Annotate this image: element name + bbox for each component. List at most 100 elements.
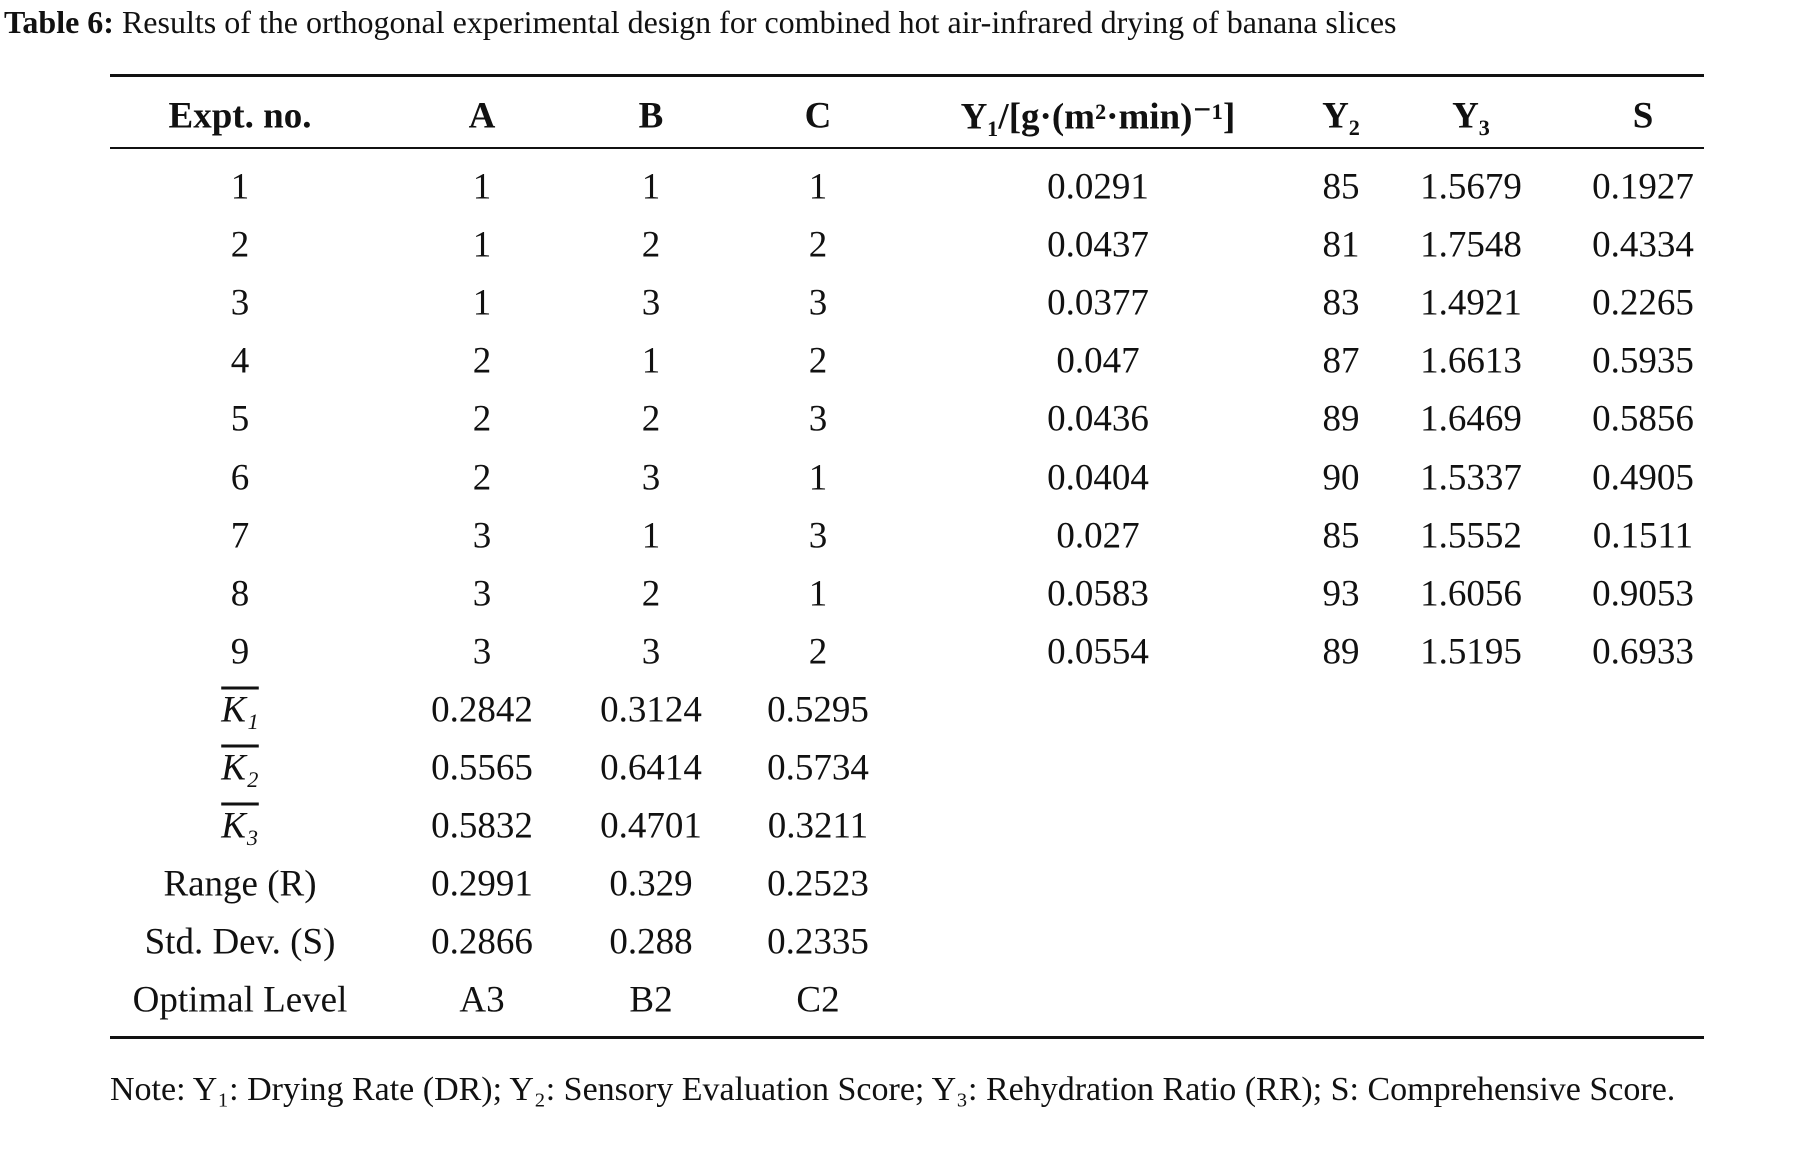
- table-cell: 87: [1322, 340, 1360, 382]
- table-cell: 1: [472, 166, 492, 208]
- header-cell: S: [1632, 95, 1654, 137]
- header-cell: Y₃: [1452, 95, 1490, 137]
- table-cell: 3: [472, 515, 492, 557]
- table-cell: 1: [641, 515, 661, 557]
- row-label: 2: [230, 224, 250, 266]
- table-cell: 3: [808, 282, 828, 324]
- header-cell: Expt. no.: [168, 95, 312, 137]
- caption-text: Results of the orthogonal experimental d…: [121, 4, 1397, 40]
- table-cell: 3: [641, 631, 661, 673]
- row-label: K₃: [221, 805, 259, 847]
- table-cell: 90: [1322, 457, 1360, 498]
- table-cell: 0.4334: [1592, 224, 1694, 266]
- header-cell: Y₁/[g·(m²·min)⁻¹]: [960, 96, 1236, 138]
- table-cell: 1.6056: [1420, 573, 1522, 615]
- table-note: Note: Y₁: Drying Rate (DR); Y₂: Sensory …: [110, 1071, 1676, 1108]
- header-cell: Y₂: [1322, 95, 1360, 137]
- table-cell: 0.5856: [1592, 398, 1694, 440]
- bottom-rule: [110, 1036, 1704, 1039]
- row-label: 3: [230, 282, 250, 324]
- row-label: K₂: [221, 747, 259, 789]
- table-cell: 0.0377: [1047, 282, 1149, 324]
- table-cell: 2: [472, 457, 492, 498]
- table-cell: 0.2335: [767, 921, 869, 963]
- table-cell: 1.5552: [1420, 515, 1522, 557]
- table-cell: 0.329: [609, 863, 693, 905]
- row-label: 9: [230, 631, 250, 673]
- table-cell: 0.2991: [431, 863, 533, 905]
- row-label: 4: [230, 340, 250, 382]
- table-cell: 3: [472, 573, 492, 615]
- row-label: K₁: [221, 689, 259, 731]
- header-cell: B: [638, 95, 664, 137]
- table-cell: 0.0291: [1047, 166, 1149, 208]
- table-cell: 0.4905: [1592, 457, 1694, 498]
- table-cell: 2: [472, 398, 492, 440]
- table-cell: 89: [1322, 631, 1360, 673]
- table-cell: 1: [808, 573, 828, 615]
- table-cell: 0.0404: [1047, 457, 1149, 498]
- row-label: 7: [230, 515, 250, 557]
- table-cell: 1.6469: [1420, 398, 1522, 440]
- table-cell: 0.6414: [600, 747, 702, 789]
- row-label: Range (R): [163, 863, 317, 905]
- table-cell: 1: [641, 340, 661, 382]
- table-cell: 85: [1322, 515, 1360, 557]
- table-cell: 0.5565: [431, 747, 533, 789]
- row-label: 5: [230, 398, 250, 440]
- table-cell: 0.5734: [767, 747, 869, 789]
- table-cell: 3: [641, 282, 661, 324]
- table-cell: 0.5295: [767, 689, 869, 731]
- table-cell: 1: [641, 166, 661, 208]
- table-cell: 0.6933: [1592, 631, 1694, 673]
- row-label: 6: [230, 457, 250, 498]
- table-cell: 1.6613: [1420, 340, 1522, 382]
- table-cell: 2: [808, 340, 828, 382]
- table-cell: 85: [1322, 166, 1360, 208]
- table-cell: 2: [641, 224, 661, 266]
- caption: Table 6: Results of the orthogonal exper…: [4, 4, 1396, 41]
- table-cell: 2: [641, 398, 661, 440]
- table-cell: 3: [808, 398, 828, 440]
- table-cell: 0.2866: [431, 921, 533, 963]
- row-label: 8: [230, 573, 250, 615]
- top-rule: [110, 74, 1704, 77]
- table-cell: 1.5679: [1420, 166, 1522, 208]
- table-cell: 3: [808, 515, 828, 557]
- row-label: 1: [230, 166, 250, 208]
- table-cell: 1: [472, 282, 492, 324]
- table-cell: 1: [808, 457, 828, 498]
- table-cell: 1.4921: [1420, 282, 1522, 324]
- table-cell: 3: [472, 631, 492, 673]
- table-cell: 1.5195: [1420, 631, 1522, 673]
- table-cell: 3: [641, 457, 661, 498]
- table-cell: 0.2842: [431, 689, 533, 731]
- table-cell: 0.288: [609, 921, 693, 963]
- table-cell: 1: [808, 166, 828, 208]
- table-cell: 1.7548: [1420, 224, 1522, 266]
- table-cell: 0.3124: [600, 689, 702, 731]
- row-label: Std. Dev. (S): [144, 921, 336, 963]
- table-cell: 0.027: [1056, 515, 1140, 557]
- table-cell: 0.9053: [1592, 573, 1694, 615]
- table-cell: 0.0437: [1047, 224, 1149, 266]
- table-cell: 0.1927: [1592, 166, 1694, 208]
- table-cell: 0.0436: [1047, 398, 1149, 440]
- table-cell: 0.2265: [1592, 282, 1694, 324]
- table-cell: 0.0583: [1047, 573, 1149, 615]
- header-cell: A: [468, 95, 496, 137]
- table-cell: C2: [796, 979, 840, 1021]
- table-cell: 0.1511: [1592, 515, 1694, 557]
- table-cell: 1.5337: [1420, 457, 1522, 498]
- header-cell: C: [804, 95, 832, 137]
- table-cell: 0.4701: [600, 805, 702, 847]
- table-cell: 0.2523: [767, 863, 869, 905]
- table-cell: 0.5832: [431, 805, 533, 847]
- table-cell: 89: [1322, 398, 1360, 440]
- table-cell: B2: [629, 979, 673, 1021]
- table-cell: 2: [641, 573, 661, 615]
- table-cell: 93: [1322, 573, 1360, 615]
- table-cell: 2: [808, 224, 828, 266]
- caption-label: Table 6:: [4, 4, 114, 40]
